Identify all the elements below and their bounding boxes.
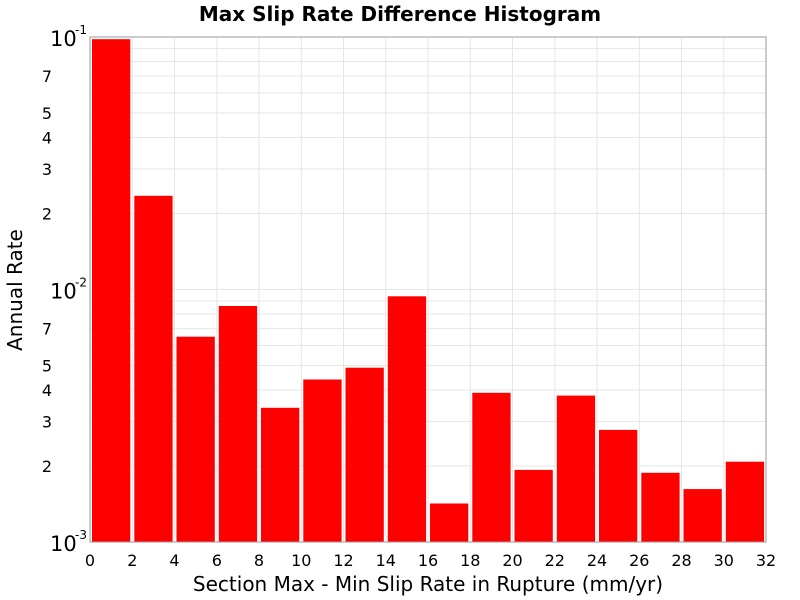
y-minor-tick-label: 3 [42,160,52,179]
x-tick-label: 28 [671,551,691,570]
y-axis-label: Annual Rate [3,229,27,351]
x-tick-label: 10 [291,551,311,570]
y-minor-tick-label: 2 [42,205,52,224]
histogram-bar [556,395,596,542]
histogram-bar [683,489,722,542]
y-minor-tick-label: 2 [42,457,52,476]
histogram-bar [472,392,511,542]
histogram-bar [725,461,765,542]
y-major-tick-label: 10 [50,280,77,304]
x-tick-label: 22 [545,551,565,570]
histogram-bar [176,336,215,542]
x-tick-label: 0 [85,551,95,570]
x-tick-label: 6 [212,551,222,570]
x-tick-label: 32 [756,551,776,570]
x-tick-label: 18 [460,551,480,570]
y-minor-tick-label: 5 [42,104,52,123]
histogram-bar [641,472,680,542]
x-tick-label: 24 [587,551,607,570]
plot-border [89,36,767,543]
y-major-tick-exponent: -1 [75,23,87,37]
histogram-bar [387,296,427,542]
histogram-bar [218,306,258,542]
chart-title: Max Slip Rate Difference Histogram [199,2,601,26]
histogram-bar [303,379,342,542]
bars-group [92,39,765,543]
y-minor-tick-label: 4 [42,129,52,148]
histogram-bar [134,195,173,543]
x-axis-ticks: 0 2 4 6 8 10 12 14 16 18 20 22 24 26 28 30 32 [85,551,776,570]
x-tick-label: 16 [418,551,438,570]
histogram-bar [599,429,638,542]
x-tick-label: 14 [376,551,396,570]
y-major-tick-exponent: -3 [75,528,87,542]
y-minor-tick-label: 7 [42,67,52,86]
x-tick-label: 2 [127,551,137,570]
histogram-bar [92,39,131,542]
x-tick-label: 12 [333,551,353,570]
x-tick-label: 8 [254,551,264,570]
y-minor-tick-label: 3 [42,413,52,432]
histogram-bar [345,367,384,542]
y-major-tick-label: 10 [50,27,77,51]
y-major-tick-label: 10 [50,532,77,556]
y-minor-tick-label: 5 [42,357,52,376]
x-tick-label: 30 [714,551,734,570]
x-tick-label: 4 [169,551,179,570]
x-tick-label: 20 [502,551,522,570]
y-major-tick-exponent: -2 [75,276,87,290]
histogram-bar [430,503,469,542]
y-minor-tick-label: 7 [42,320,52,339]
y-minor-tick-label: 4 [42,381,52,400]
histogram-bar [514,469,553,542]
x-axis-label: Section Max - Min Slip Rate in Rupture (… [193,572,663,596]
histogram-bar [261,407,300,542]
x-tick-label: 26 [629,551,649,570]
